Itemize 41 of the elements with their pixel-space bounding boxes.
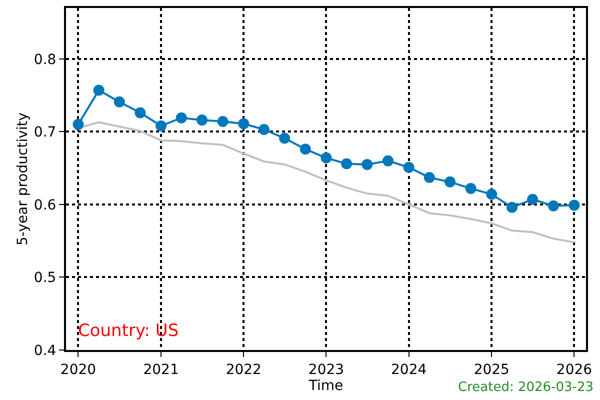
point [424,172,435,184]
text: Created: 2026-03-23 [458,380,594,395]
point [486,188,498,200]
x-tick-label: 2023 [308,362,344,378]
point [217,116,228,128]
x-tick-label: 2025 [474,362,510,378]
y-tick-label: 0.6 [34,197,56,214]
point [403,162,414,173]
y-tick-label: 0.7 [34,124,56,141]
y-tick-label: 0.4 [34,342,56,359]
point [465,182,476,194]
x-tick-label: 2022 [226,362,262,378]
x-tick-label: 2024 [391,362,427,378]
x-axis-title: Time [308,378,344,394]
point [527,194,538,205]
point [382,155,394,166]
point [93,84,104,96]
point [279,132,290,144]
x-tick-label: 2026 [556,362,592,378]
point [72,118,84,130]
point [341,158,352,170]
x-tick-label: 2020 [60,362,96,378]
point [176,112,187,124]
y-axis-title: 5-year productivity [15,112,31,246]
y-tick-label: 0.5 [34,270,56,286]
point [506,202,518,213]
point [134,107,146,118]
annotation: Country: US [78,321,179,341]
y-tick-label: 0.8 [34,52,56,68]
point [300,144,311,155]
point [548,200,559,212]
point [156,120,167,132]
point [196,114,208,126]
point [444,176,456,188]
point [114,96,125,108]
point [568,200,580,211]
point [320,152,332,164]
point [238,118,250,130]
point [258,124,270,136]
point [362,158,373,170]
x-tick-label: 2021 [143,362,179,378]
